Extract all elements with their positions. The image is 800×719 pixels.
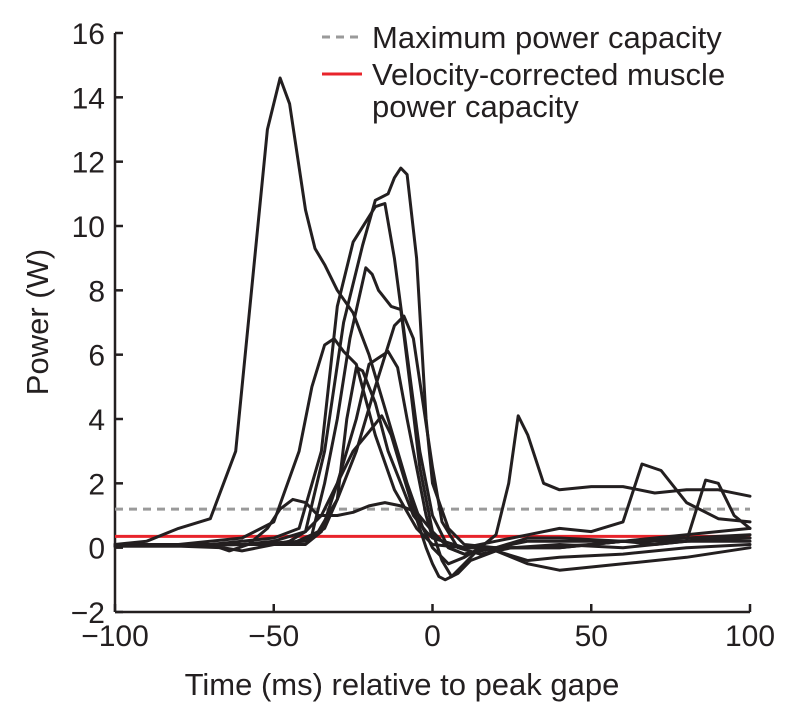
y-ticks: −2 0 2 4 6 8 10 12 14 16 bbox=[71, 18, 123, 630]
series-line-4 bbox=[113, 166, 752, 550]
y-tick-label: 2 bbox=[88, 468, 105, 501]
legend-label-velocity-corrected-line2: power capacity bbox=[372, 89, 579, 124]
series-line-3 bbox=[113, 202, 752, 556]
y-axis-title: Power (W) bbox=[20, 249, 55, 395]
x-axis-title: Time (ms) relative to peak gape bbox=[185, 667, 620, 702]
x-tick-label: −50 bbox=[248, 620, 299, 653]
x-tick-label: −100 bbox=[81, 620, 149, 653]
y-tick-label: −2 bbox=[71, 597, 105, 630]
legend-label-velocity-corrected-line1: Velocity-corrected muscle bbox=[372, 57, 725, 92]
series-line-9 bbox=[113, 497, 752, 579]
x-ticks: −100 −50 0 50 100 bbox=[81, 604, 775, 653]
series-group bbox=[113, 76, 752, 582]
y-tick-label: 8 bbox=[88, 275, 105, 308]
y-tick-label: 16 bbox=[72, 18, 105, 51]
x-tick-label: 0 bbox=[424, 620, 441, 653]
y-tick-label: 0 bbox=[88, 533, 105, 566]
y-tick-label: 12 bbox=[72, 147, 105, 180]
series-line-8 bbox=[113, 314, 752, 556]
y-tick-label: 4 bbox=[88, 404, 105, 437]
y-tick-label: 6 bbox=[88, 340, 105, 373]
x-tick-label: 50 bbox=[575, 620, 608, 653]
axes: −2 0 2 4 6 8 10 12 14 16 −100 −50 0 50 100 bbox=[71, 18, 775, 653]
series-line-1 bbox=[113, 76, 752, 566]
series-line-10 bbox=[113, 414, 752, 582]
series-line-7 bbox=[113, 350, 752, 550]
legend: Maximum power capacity Velocity-correcte… bbox=[322, 20, 725, 124]
y-tick-label: 10 bbox=[72, 211, 105, 244]
legend-label-max-power: Maximum power capacity bbox=[372, 20, 722, 55]
series-line-6 bbox=[113, 366, 752, 550]
x-tick-label: 100 bbox=[725, 620, 775, 653]
y-tick-label: 14 bbox=[72, 82, 105, 115]
